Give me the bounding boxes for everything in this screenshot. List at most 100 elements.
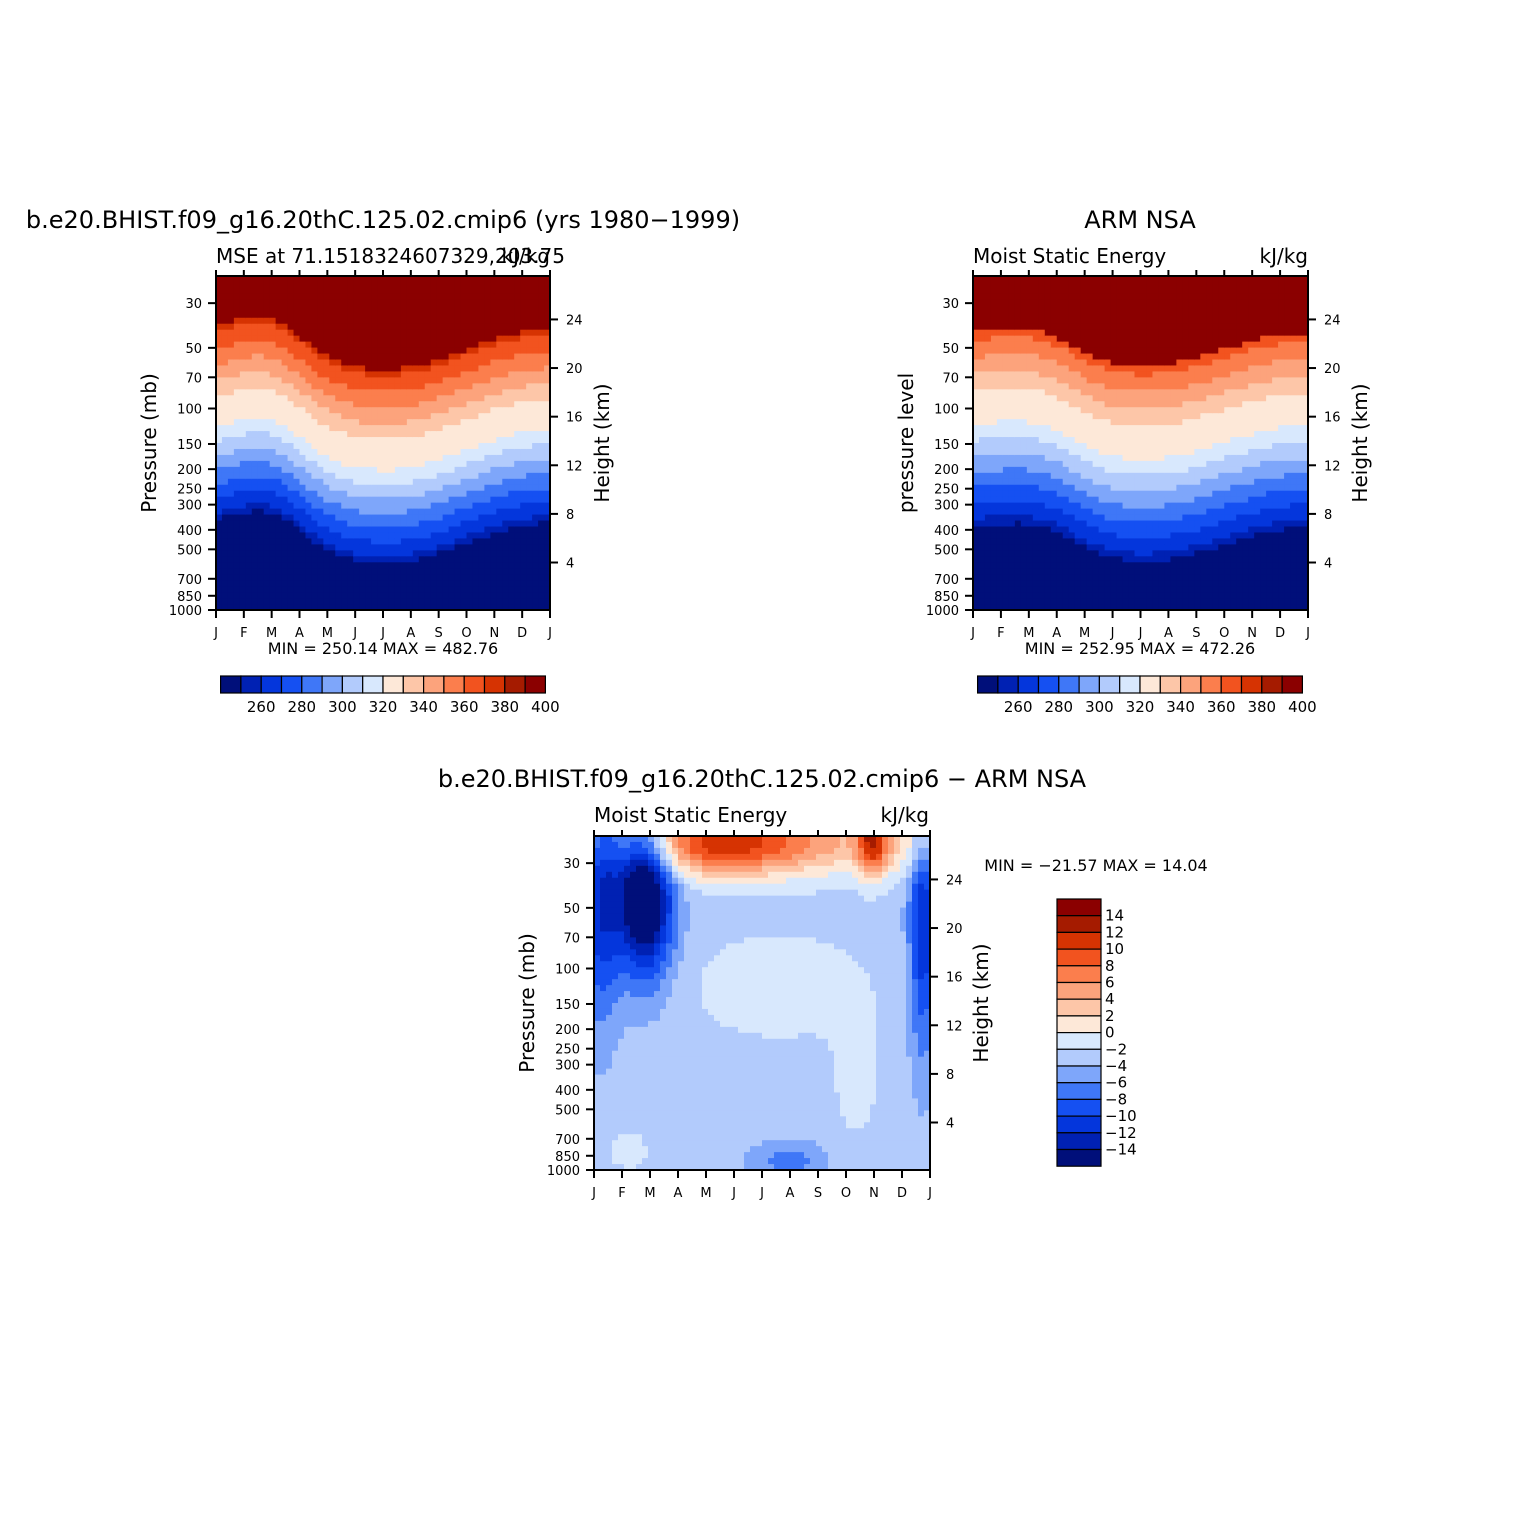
contour-cell [1110, 526, 1118, 534]
contour-cell [978, 311, 986, 319]
contour-cell [371, 365, 378, 373]
contour-cell [1026, 550, 1034, 557]
contour-cell [538, 544, 545, 551]
contour-cell [257, 413, 265, 420]
contour-cell [544, 520, 551, 528]
contour-cell [1128, 329, 1136, 337]
contour-cell [520, 460, 527, 468]
contour-cell [216, 317, 223, 325]
contour-cell [412, 335, 420, 343]
contour-cell [347, 562, 354, 569]
contour-cell [1050, 574, 1058, 581]
contour-cell [311, 514, 318, 522]
contour-cell [1134, 365, 1142, 373]
contour-cell [430, 592, 438, 599]
contour-cell [1074, 478, 1082, 486]
contour-cell [245, 419, 253, 426]
contour-cell [526, 544, 533, 551]
contour-cell [1032, 478, 1040, 486]
contour-cell [526, 317, 533, 325]
contour-cell [233, 413, 241, 420]
contour-cell [1002, 276, 1010, 283]
contour-cell [442, 407, 450, 414]
contour-cell [544, 341, 551, 349]
contour-cell [251, 526, 259, 534]
contour-cell [269, 526, 277, 534]
contour-cell [323, 425, 330, 432]
contour-cell [359, 407, 366, 414]
contour-cell [388, 389, 396, 396]
contour-cell [1068, 514, 1076, 522]
contour-cell [1092, 460, 1100, 468]
contour-cell [269, 419, 277, 426]
contour-cell [442, 460, 450, 468]
contour-cell [275, 532, 283, 540]
contour-cell [1038, 586, 1046, 593]
contour-cell [538, 276, 545, 283]
contour-cell [1026, 592, 1034, 599]
contour-cell [216, 359, 223, 367]
contour-cell [436, 586, 444, 593]
contour-cell [323, 401, 330, 408]
contour-cell [1116, 287, 1124, 295]
contour-cell [526, 419, 533, 426]
contour-cell [430, 383, 438, 390]
contour-cell [293, 359, 301, 367]
contour-cell [400, 472, 408, 480]
contour-cell [293, 550, 301, 557]
contour-cell [1068, 490, 1076, 498]
contour-cell [412, 538, 420, 545]
contour-cell [293, 508, 301, 516]
contour-cell [329, 389, 336, 396]
contour-cell [406, 353, 414, 361]
contour-cell [442, 502, 450, 510]
contour-cell [335, 389, 342, 396]
contour-cell [299, 371, 307, 378]
contour-cell [353, 550, 360, 557]
contour-cell [1110, 425, 1118, 432]
contour-cell [317, 448, 324, 456]
contour-cell [257, 371, 265, 378]
contour-cell [371, 353, 378, 361]
contour-cell [532, 472, 539, 480]
contour-cell [978, 568, 986, 575]
contour-cell [466, 341, 474, 349]
contour-cell [1068, 454, 1076, 462]
contour-cell [526, 407, 533, 414]
contour-cell [502, 598, 509, 605]
contour-cell [383, 466, 390, 474]
contour-cell [245, 514, 253, 522]
contour-cell [1080, 383, 1088, 390]
contour-cell [1008, 323, 1016, 331]
contour-cell [538, 389, 545, 396]
contour-cell [996, 508, 1004, 516]
contour-cell [1026, 484, 1034, 492]
contour-cell [1092, 407, 1100, 414]
contour-cell [1098, 472, 1106, 480]
contour-cell [263, 490, 271, 498]
contour-cell [1014, 550, 1022, 557]
contour-cell [335, 425, 342, 432]
contour-cell [245, 287, 253, 295]
contour-cell [460, 448, 468, 456]
contour-cell [221, 514, 229, 522]
contour-cell [508, 437, 515, 444]
contour-cell [239, 443, 247, 450]
contour-cell [538, 347, 545, 355]
contour-cell [454, 383, 462, 390]
contour-cell [1080, 371, 1088, 378]
contour-cell [1140, 389, 1148, 396]
contour-cell [412, 496, 420, 504]
contour-cell [347, 311, 354, 319]
contour-cell [460, 532, 468, 540]
contour-cell [472, 353, 480, 361]
contour-cell [329, 520, 336, 528]
contour-cell [359, 377, 366, 384]
contour-cell [1104, 347, 1112, 355]
contour-cell [1044, 508, 1052, 516]
contour-cell [269, 520, 277, 528]
contour-cell [973, 490, 980, 498]
contour-cell [1110, 371, 1118, 378]
contour-cell [388, 365, 396, 373]
contour-cell [978, 281, 986, 289]
